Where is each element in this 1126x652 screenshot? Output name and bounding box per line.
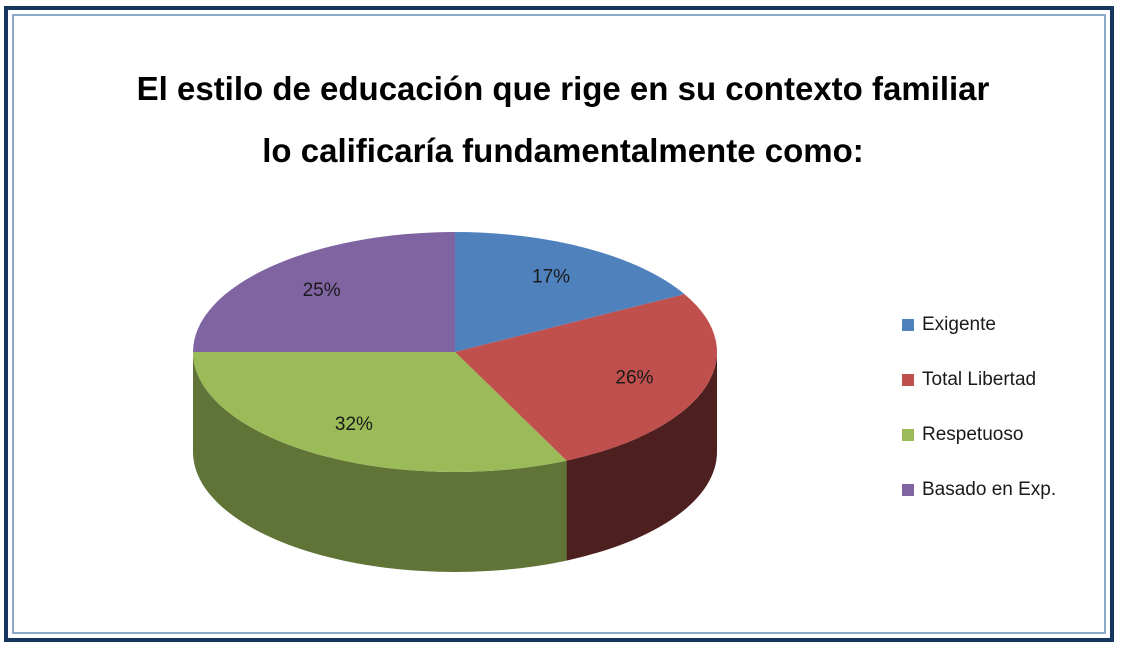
inner-frame	[12, 14, 1106, 634]
legend-swatch	[902, 484, 914, 496]
data-label: 17%	[532, 267, 570, 288]
data-label: 25%	[303, 280, 341, 301]
legend-swatch	[902, 374, 914, 386]
pie-slice	[193, 232, 455, 352]
legend-label: Total Libertad	[922, 369, 1036, 390]
pie-slice	[193, 352, 567, 473]
outer-frame	[4, 6, 1114, 642]
legend-label: Basado en Exp.	[922, 479, 1056, 500]
legend-label: Exigente	[922, 314, 996, 335]
pie-slice	[455, 232, 685, 352]
data-label: 32%	[335, 414, 373, 435]
data-label: 26%	[615, 368, 653, 389]
pie-slice	[455, 294, 718, 461]
legend-swatch	[902, 319, 914, 331]
pie-slice-side	[566, 352, 717, 561]
pie-slice-side	[193, 352, 567, 572]
chart-title: El estilo de educación que rige en su co…	[136, 70, 990, 169]
legend-swatch	[902, 429, 914, 441]
legend-label: Respetuoso	[922, 424, 1023, 445]
